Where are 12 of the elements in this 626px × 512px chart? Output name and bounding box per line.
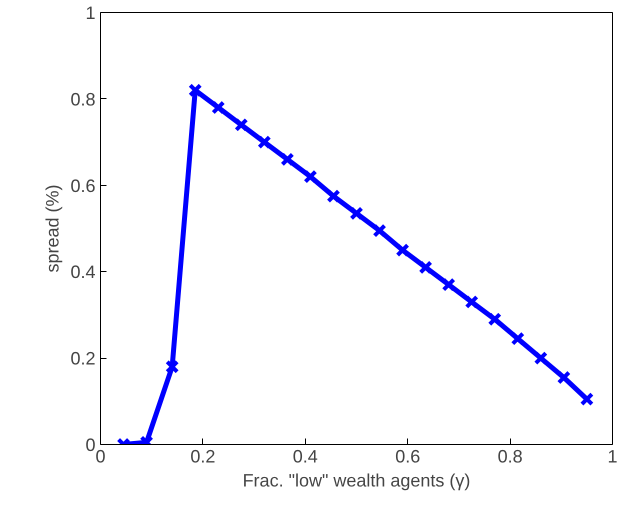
y-axis-title: spread (%)	[42, 184, 62, 273]
y-tick-label: 0.4	[70, 262, 96, 282]
x-tick-label: 0.6	[395, 446, 420, 466]
x-tick-label: 0.8	[498, 446, 523, 466]
y-tick-label: 0.2	[70, 348, 96, 369]
x-tick-label: 1	[607, 446, 618, 466]
y-tick-label: 1	[85, 3, 96, 23]
y-tick-label: 0.8	[70, 89, 96, 110]
y-tick-label: 0.6	[70, 176, 96, 196]
x-tick-label: 0.4	[292, 446, 318, 466]
x-axis-title: Frac. "low" wealth agents (γ)	[242, 470, 470, 490]
x-tick-label: 0.2	[190, 446, 216, 466]
